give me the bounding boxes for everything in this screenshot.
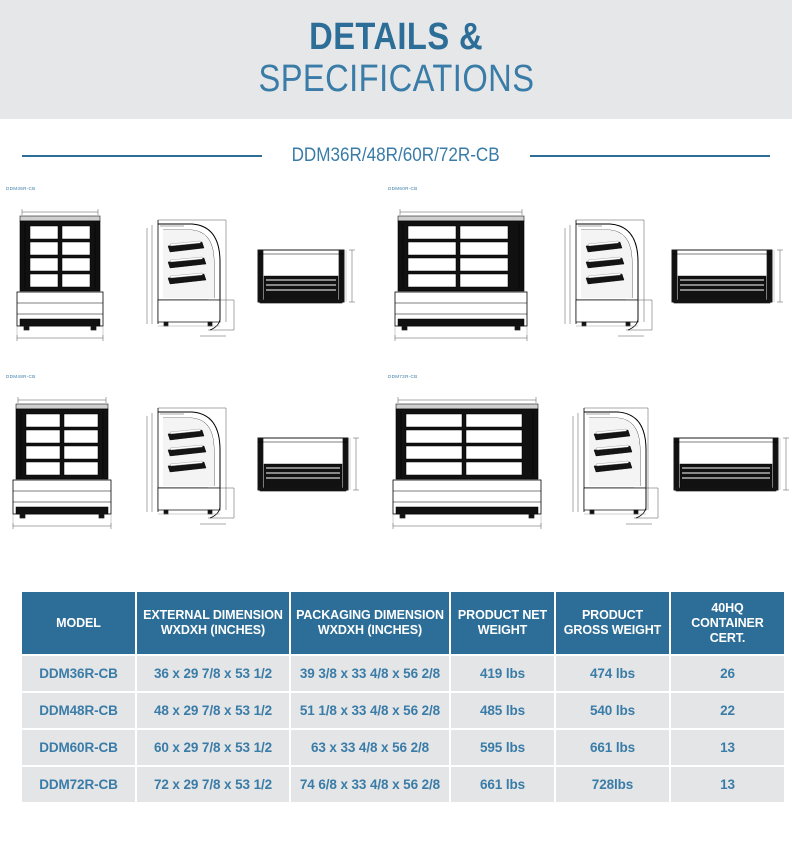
drawing-group-ddm60r: DDM60R-CB	[380, 186, 792, 346]
cell-gross-weight: 728lbs	[556, 767, 669, 803]
col-header-product-net-weight: PRODUCT NET WEIGHT	[451, 592, 554, 655]
drawing-views	[380, 200, 792, 346]
drawing-group-ddm72r: DDM72R-CB	[380, 374, 792, 534]
cell-model: DDM60R-CB	[22, 730, 135, 766]
drawing-label: DDM48R-CB	[6, 374, 36, 379]
col-header-line1: PACKAGING DIMENSION	[296, 608, 444, 623]
rear-view-icon	[671, 249, 783, 304]
col-header-product-gross-weight: PRODUCT GROSS WEIGHT	[556, 592, 669, 655]
rear-view-icon	[257, 437, 359, 492]
cell-external-dimension: 48 x 29 7/8 x 53 1/2	[137, 693, 289, 729]
page-header-band: DETAILS & SPECIFICATIONS	[0, 0, 792, 119]
cell-external-dimension: 36 x 29 7/8 x 53 1/2	[137, 656, 289, 692]
table-header-row: MODEL EXTERNAL DIMENSION WXDXH (INCHES) …	[22, 592, 784, 655]
col-header-line1: 40HQ	[711, 601, 744, 615]
page-title-secondary: SPECIFICATIONS	[258, 57, 534, 100]
specifications-table: MODEL EXTERNAL DIMENSION WXDXH (INCHES) …	[20, 590, 786, 804]
col-header-line1: PRODUCT	[581, 608, 644, 623]
cell-container-cert: 13	[671, 767, 784, 803]
cell-packaging-dimension: 74 6/8 x 33 4/8 x 56 2/8	[291, 767, 449, 803]
drawing-label: DDM36R-CB	[6, 186, 36, 191]
side-section-view-icon	[146, 219, 235, 337]
cell-packaging-dimension: 39 3/8 x 33 4/8 x 56 2/8	[291, 656, 449, 692]
drawing-views	[380, 388, 792, 534]
front-view-icon	[394, 209, 528, 341]
col-header-line2: WEIGHT	[477, 623, 528, 638]
table-row: DDM72R-CB 72 x 29 7/8 x 53 1/2 74 6/8 x …	[22, 767, 784, 803]
col-header-container-cert: 40HQ CONTAINER CERT.	[671, 592, 784, 655]
cell-packaging-dimension: 51 1/8 x 33 4/8 x 56 2/8	[291, 693, 449, 729]
col-header-line2: GROSS WEIGHT	[563, 623, 662, 638]
front-view-icon	[12, 397, 112, 529]
col-header-line2: WXDXH (INCHES)	[160, 623, 266, 638]
col-header-external-dimension: EXTERNAL DIMENSION WXDXH (INCHES)	[137, 592, 289, 655]
cell-model: DDM72R-CB	[22, 767, 135, 803]
col-header-model: MODEL	[22, 592, 135, 655]
model-series-heading: DDM36R/48R/60R/72R-CB	[0, 140, 792, 172]
rear-view-icon	[673, 437, 789, 492]
col-header-line1: MODEL	[56, 615, 101, 630]
table-row: DDM36R-CB 36 x 29 7/8 x 53 1/2 39 3/8 x …	[22, 656, 784, 692]
specifications-table-wrap: MODEL EXTERNAL DIMENSION WXDXH (INCHES) …	[20, 590, 784, 804]
cell-net-weight: 485 lbs	[451, 693, 554, 729]
cell-container-cert: 22	[671, 693, 784, 729]
front-view-icon	[392, 397, 542, 529]
drawing-group-ddm36r: DDM36R-CB	[0, 186, 380, 346]
drawing-group-ddm48r: DDM48R-CB	[0, 374, 380, 534]
cell-gross-weight: 661 lbs	[556, 730, 669, 766]
rule-left-divider	[22, 155, 263, 157]
cell-net-weight: 595 lbs	[451, 730, 554, 766]
side-section-view-icon	[146, 407, 235, 525]
cell-packaging-dimension: 63 x 33 4/8 x 56 2/8	[291, 730, 449, 766]
cell-container-cert: 26	[671, 656, 784, 692]
col-header-line2: WXDXH (INCHES)	[317, 623, 423, 638]
col-header-line1: PRODUCT NET	[457, 608, 548, 623]
drawing-label: DDM60R-CB	[388, 186, 418, 191]
cell-net-weight: 419 lbs	[451, 656, 554, 692]
technical-drawings-grid: DDM36R-CB	[0, 186, 792, 556]
rear-view-icon	[257, 249, 355, 304]
cell-external-dimension: 60 x 29 7/8 x 53 1/2	[137, 730, 289, 766]
cell-model: DDM48R-CB	[22, 693, 135, 729]
drawing-views	[0, 388, 380, 534]
drawing-views	[0, 200, 380, 346]
col-header-packaging-dimension: PACKAGING DIMENSION WXDXH (INCHES)	[291, 592, 449, 655]
table-row: DDM48R-CB 48 x 29 7/8 x 53 1/2 51 1/8 x …	[22, 693, 784, 729]
cell-gross-weight: 474 lbs	[556, 656, 669, 692]
cell-net-weight: 661 lbs	[451, 767, 554, 803]
page-title-primary: DETAILS &	[309, 15, 483, 58]
col-header-line1: EXTERNAL DIMENSION	[143, 608, 283, 623]
cell-container-cert: 13	[671, 730, 784, 766]
table-row: DDM60R-CB 60 x 29 7/8 x 53 1/2 63 x 33 4…	[22, 730, 784, 766]
rule-right-divider	[529, 155, 770, 157]
cell-gross-weight: 540 lbs	[556, 693, 669, 729]
side-section-view-icon	[564, 219, 653, 337]
front-view-icon	[16, 209, 104, 341]
col-header-line2: CONTAINER CERT.	[691, 615, 764, 645]
drawing-label: DDM72R-CB	[388, 374, 418, 379]
side-section-view-icon	[572, 407, 659, 525]
cell-model: DDM36R-CB	[22, 656, 135, 692]
model-series-label: DDM36R/48R/60R/72R-CB	[291, 145, 501, 166]
cell-external-dimension: 72 x 29 7/8 x 53 1/2	[137, 767, 289, 803]
